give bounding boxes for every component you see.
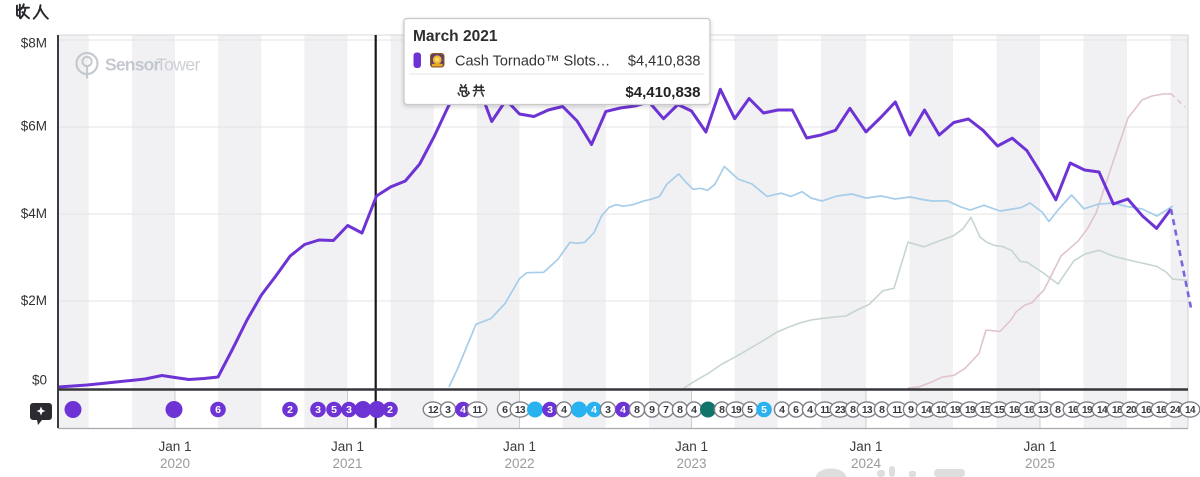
svg-text:Jan 1: Jan 1 [849,439,882,454]
svg-text:$8M: $8M [21,36,47,51]
svg-text:$6M: $6M [21,119,47,134]
svg-text:Jan 1: Jan 1 [158,439,191,454]
svg-text:$0: $0 [32,373,47,388]
svg-text:8: 8 [677,404,683,416]
svg-text:8: 8 [879,404,885,416]
svg-text:3: 3 [445,404,451,416]
svg-text:Jan 1: Jan 1 [331,439,364,454]
svg-text:3: 3 [605,404,611,416]
svg-text:Tower: Tower [156,55,200,75]
svg-text:8: 8 [719,404,725,416]
svg-text:11: 11 [820,405,830,416]
svg-text:16: 16 [1024,405,1035,416]
svg-text:14: 14 [921,405,932,416]
svg-text:20: 20 [1126,405,1137,416]
svg-text:2020: 2020 [160,456,190,471]
svg-text:4: 4 [561,404,567,416]
svg-text:19: 19 [731,405,742,416]
svg-text:4: 4 [591,404,597,416]
svg-text:19: 19 [1082,405,1093,416]
svg-text:15: 15 [980,405,991,416]
svg-text:2024: 2024 [851,456,882,471]
svg-text:$2M: $2M [21,293,47,308]
svg-text:3: 3 [547,404,553,416]
svg-text:23: 23 [835,405,846,416]
svg-text:$4,410,838: $4,410,838 [628,54,701,70]
svg-text:8: 8 [1055,404,1061,416]
svg-text:16: 16 [1141,405,1152,416]
svg-text:5: 5 [747,404,753,416]
svg-text:$4,410,838: $4,410,838 [625,84,700,101]
svg-text:19: 19 [950,405,961,416]
svg-text:2021: 2021 [332,456,362,471]
svg-text:16: 16 [1156,405,1167,416]
svg-text:2: 2 [287,404,293,416]
svg-text:8: 8 [850,404,856,416]
svg-text:4: 4 [779,404,785,416]
svg-text:2025: 2025 [1025,456,1055,471]
svg-text:2022: 2022 [504,456,534,471]
svg-text:13: 13 [1038,405,1049,416]
svg-text:4: 4 [807,404,813,416]
svg-text:Cash Tornado™ Slots…: Cash Tornado™ Slots… [455,54,610,70]
svg-text:7: 7 [663,404,669,416]
svg-text:Jan 1: Jan 1 [675,439,708,454]
svg-text:4: 4 [460,404,466,416]
svg-text:9: 9 [649,404,655,416]
svg-text:Jan 1: Jan 1 [1023,439,1056,454]
svg-text:$4M: $4M [21,206,47,221]
svg-text:14: 14 [1097,405,1108,416]
svg-text:6: 6 [215,404,221,416]
svg-text:March 2021: March 2021 [413,28,498,45]
svg-text:10: 10 [936,405,947,416]
svg-text:11: 11 [892,405,902,416]
svg-text:8: 8 [634,404,640,416]
svg-text:13: 13 [862,405,873,416]
svg-text:4: 4 [691,404,697,416]
svg-text:5: 5 [761,404,767,416]
svg-text:14: 14 [1185,405,1196,416]
svg-text:6: 6 [793,404,799,416]
svg-text:5: 5 [331,404,337,416]
svg-text:Jan 1: Jan 1 [503,439,536,454]
svg-text:9: 9 [908,404,914,416]
svg-text:3: 3 [315,404,321,416]
svg-text:6: 6 [502,404,508,416]
svg-text:16: 16 [1068,405,1079,416]
svg-text:Sensor: Sensor [105,55,161,75]
svg-text:18: 18 [1112,405,1123,416]
svg-text:15: 15 [994,405,1005,416]
svg-text:13: 13 [515,405,526,416]
svg-text:3: 3 [346,404,352,416]
svg-text:24: 24 [1170,405,1181,416]
svg-text:19: 19 [965,405,976,416]
svg-text:16: 16 [1009,405,1020,416]
svg-text:12: 12 [428,405,439,416]
svg-text:4: 4 [620,404,626,416]
svg-text:2: 2 [387,404,393,416]
svg-text:11: 11 [472,405,482,416]
svg-text:2023: 2023 [676,456,706,471]
